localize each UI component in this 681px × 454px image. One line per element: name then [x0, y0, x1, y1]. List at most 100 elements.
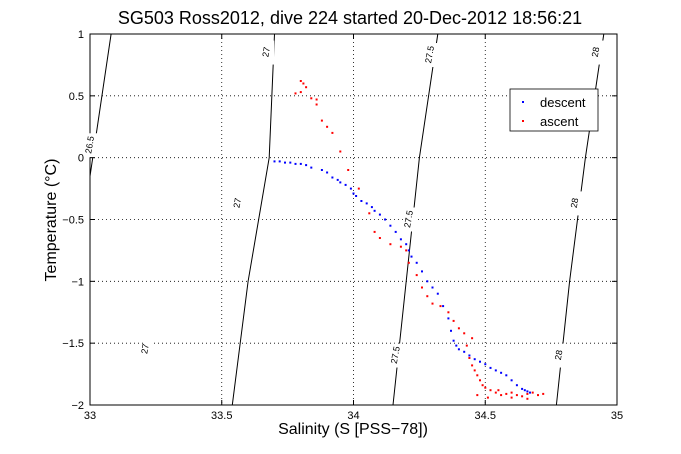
data-point-descent	[500, 371, 503, 374]
data-point-descent	[515, 384, 518, 387]
data-point-ascent	[463, 332, 466, 335]
data-point-ascent	[331, 131, 334, 134]
data-point-descent	[405, 243, 408, 246]
y-axis-label: Temperature (°C)	[43, 159, 60, 282]
contour-label: 28	[553, 349, 565, 361]
legend-marker-ascent	[522, 120, 524, 122]
contour-label-background	[406, 207, 417, 232]
data-point-descent	[452, 339, 455, 342]
data-point-ascent	[357, 187, 360, 190]
data-point-descent	[494, 369, 497, 372]
data-point-descent	[450, 329, 452, 332]
density-contour-line	[231, 33, 275, 406]
data-point-descent	[436, 292, 439, 295]
data-point-descent	[529, 391, 531, 394]
data-point-descent	[426, 280, 429, 283]
data-point-descent	[352, 192, 355, 195]
data-point-ascent	[452, 319, 455, 322]
data-point-descent	[273, 160, 276, 163]
contour-label-background	[593, 40, 604, 65]
data-point-ascent	[431, 302, 434, 305]
data-point-ascent	[471, 337, 474, 340]
data-point-descent	[326, 171, 329, 174]
data-point-descent	[389, 224, 392, 227]
data-point-ascent	[510, 391, 513, 394]
data-point-ascent	[489, 389, 492, 392]
data-point-descent	[510, 379, 513, 382]
data-point-ascent	[320, 119, 323, 122]
data-point-ascent	[368, 212, 371, 215]
contour-label: 28	[590, 46, 602, 58]
x-tick-label: 34.5	[475, 410, 496, 422]
x-tick-label: 35	[611, 410, 623, 422]
data-point-descent	[310, 166, 313, 169]
data-point-ascent	[468, 357, 471, 359]
data-point-descent	[523, 389, 526, 392]
contour-label-background	[393, 343, 404, 368]
contour-label-background	[87, 133, 98, 158]
data-point-ascent	[510, 396, 513, 399]
y-tick-label: −2	[71, 400, 84, 412]
data-point-descent	[278, 160, 281, 163]
data-point-descent	[331, 176, 334, 179]
contour-label: 26.5	[83, 135, 96, 154]
data-point-ascent	[373, 230, 376, 233]
data-point-descent	[410, 255, 413, 258]
contour-label-background	[235, 191, 246, 216]
data-point-ascent	[405, 249, 408, 252]
data-point-descent	[447, 317, 450, 320]
data-point-descent	[521, 387, 524, 390]
data-point-descent	[339, 181, 342, 184]
data-point-ascent	[505, 392, 508, 395]
legend-label-ascent: ascent	[540, 114, 579, 129]
data-point-ascent	[299, 91, 302, 94]
contour-label: 27	[231, 197, 243, 209]
data-point-descent	[431, 286, 434, 289]
data-point-ascent	[421, 286, 423, 289]
contour-label: 27	[260, 46, 272, 58]
data-point-descent	[299, 162, 302, 165]
density-contour-labels: 26.5 27 27 27 27.5 27.5 27.5 28 28 28	[83, 40, 604, 368]
data-point-descent	[455, 344, 458, 347]
y-tick-label: 0.5	[69, 91, 84, 103]
data-point-descent	[415, 261, 418, 264]
contour-label: 27.5	[389, 346, 402, 365]
data-point-descent	[294, 162, 297, 165]
data-point-ascent	[399, 245, 402, 248]
data-point-ascent	[497, 389, 500, 392]
legend-marker-descent	[522, 101, 524, 103]
data-point-ascent	[473, 369, 476, 372]
data-point-ascent	[315, 98, 318, 101]
data-point-descent	[284, 161, 286, 164]
chart-title: SG503 Ross2012, dive 224 started 20-Dec-…	[118, 8, 582, 28]
data-point-descent	[349, 187, 352, 190]
data-point-ascent	[500, 394, 503, 397]
y-axis-ticks: −2 −1.5 −1 −0.5 0 0.5 1	[62, 29, 617, 412]
y-tick-label: −0.5	[62, 215, 84, 227]
data-point-ascent	[531, 391, 534, 394]
x-axis-ticks: 33 33.5 34 34.5 35	[84, 34, 623, 422]
data-point-descent	[320, 169, 323, 171]
data-point-descent	[473, 358, 476, 361]
data-point-ascent	[479, 379, 481, 382]
data-point-descent	[344, 183, 347, 186]
data-point-ascent	[476, 394, 479, 397]
data-point-ascent	[481, 384, 484, 387]
data-point-ascent	[302, 82, 305, 85]
y-tick-label: −1.5	[62, 338, 84, 350]
y-tick-label: 1	[78, 29, 84, 41]
x-axis-label: Salinity (S [PSS−78])	[278, 421, 428, 438]
data-point-descent	[442, 305, 445, 308]
legend-label-descent: descent	[540, 95, 586, 110]
data-point-ascent	[378, 237, 381, 239]
contour-label: 27.5	[402, 209, 415, 228]
data-point-ascent	[294, 92, 297, 95]
contour-label-background	[264, 40, 275, 65]
data-point-descent	[399, 238, 402, 241]
contour-label-background	[142, 337, 153, 362]
legend: descent ascent	[509, 88, 599, 132]
data-point-descent	[421, 270, 423, 273]
data-point-ascent	[339, 150, 342, 153]
data-point-ascent	[447, 311, 450, 314]
data-point-descent	[479, 360, 481, 363]
